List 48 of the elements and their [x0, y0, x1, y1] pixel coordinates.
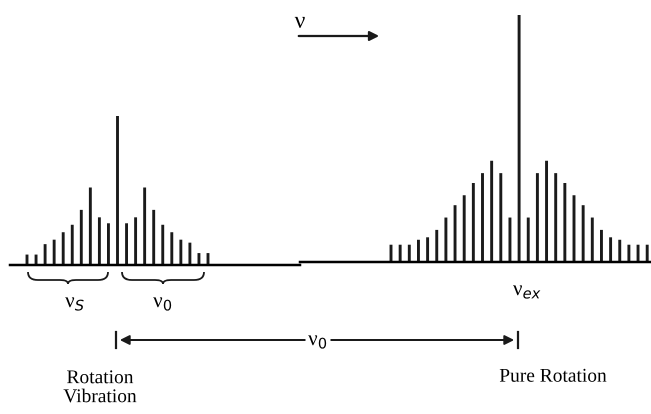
- bar: [545, 160, 548, 262]
- bar: [536, 173, 539, 262]
- bar: [518, 15, 521, 262]
- bar: [134, 217, 138, 265]
- bar: [472, 182, 475, 262]
- bar: [116, 116, 119, 265]
- text: Rotation Vibration: [64, 370, 136, 402]
- bar: [416, 240, 420, 262]
- bar: [646, 244, 649, 262]
- bar: [179, 240, 182, 265]
- bar: [107, 223, 110, 265]
- text: ν$_{S}$: [65, 297, 84, 311]
- bar: [590, 218, 594, 262]
- bar: [88, 188, 92, 265]
- bar: [600, 230, 603, 262]
- text: Pure Rotation: [500, 368, 606, 382]
- bar: [143, 188, 146, 265]
- bar: [609, 237, 612, 262]
- bar: [481, 173, 484, 262]
- bar: [52, 240, 56, 265]
- bar: [390, 244, 392, 262]
- bar: [44, 244, 47, 265]
- bar: [454, 205, 457, 262]
- text: ν: [294, 16, 305, 28]
- bar: [398, 244, 402, 262]
- bar: [554, 173, 558, 262]
- bar: [627, 244, 630, 262]
- text: ν$_{0}$: [308, 335, 326, 349]
- bar: [426, 237, 430, 262]
- bar: [34, 254, 38, 265]
- bar: [636, 244, 640, 262]
- text: ν$_{ex}$: [513, 285, 540, 299]
- bar: [198, 253, 200, 265]
- bar: [462, 195, 466, 262]
- bar: [26, 254, 28, 265]
- bar: [499, 173, 502, 262]
- bar: [444, 218, 448, 262]
- bar: [98, 217, 101, 265]
- bar: [563, 182, 566, 262]
- bar: [582, 205, 585, 262]
- bar: [508, 218, 512, 262]
- text: ν$_{0}$: [153, 297, 172, 311]
- bar: [408, 244, 411, 262]
- bar: [188, 242, 192, 265]
- bar: [206, 253, 210, 265]
- bar: [572, 195, 576, 262]
- bar: [125, 223, 128, 265]
- bar: [490, 160, 494, 262]
